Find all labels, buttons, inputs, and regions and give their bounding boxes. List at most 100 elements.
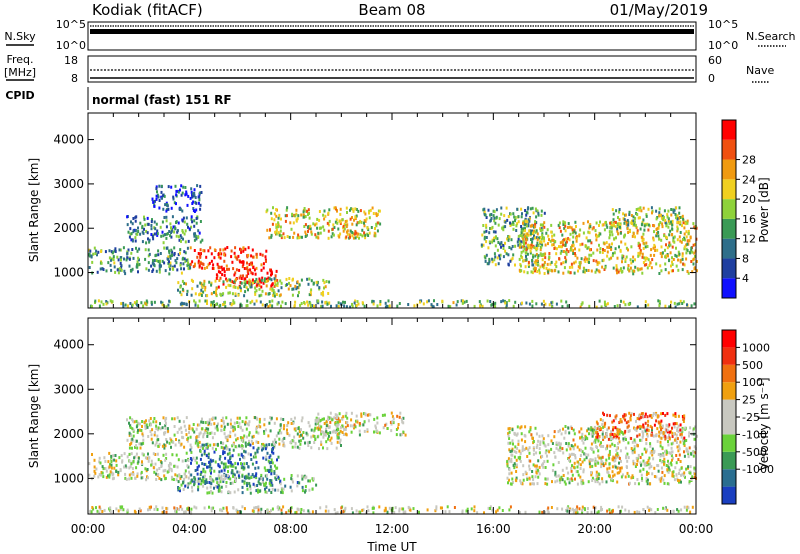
- velocity-cell: [301, 416, 304, 420]
- power-cell: [251, 299, 254, 303]
- velocity-cell: [153, 507, 156, 511]
- velocity-cell: [641, 477, 643, 480]
- velocity-cell: [639, 456, 642, 459]
- velocity-cell: [390, 411, 393, 415]
- velocity-cell: [532, 463, 535, 467]
- power-cell: [653, 230, 655, 234]
- velocity-cell: [255, 476, 258, 480]
- velocity-cell: [553, 430, 556, 434]
- power-cell: [303, 225, 306, 228]
- velocity-cell: [265, 457, 268, 461]
- velocity-cell: [662, 478, 665, 482]
- velocity-cell: [252, 455, 255, 459]
- power-cell: [565, 258, 568, 262]
- velocity-cell: [646, 428, 649, 432]
- power-cell: [531, 263, 534, 267]
- power-cell: [518, 245, 521, 249]
- power-cell: [590, 269, 593, 273]
- velocity-cell: [383, 509, 386, 513]
- power-cell: [636, 231, 639, 235]
- power-cell: [610, 221, 613, 225]
- velocity-cell: [598, 482, 601, 486]
- velocity-cell: [299, 442, 302, 446]
- velocity-cell: [483, 511, 485, 515]
- power-cell: [201, 266, 204, 270]
- velocity-cell: [333, 508, 336, 512]
- power-cell: [167, 255, 170, 259]
- velocity-cell: [590, 471, 592, 474]
- power-cell: [557, 270, 560, 274]
- power-cell: [525, 219, 527, 223]
- power-cell: [189, 266, 192, 270]
- power-cell: [206, 302, 208, 305]
- colorbar-tick-label: 16: [742, 213, 756, 226]
- power-cell: [197, 261, 200, 265]
- power-cell: [233, 251, 236, 255]
- power-cell: [569, 271, 572, 275]
- velocity-cell: [522, 478, 525, 482]
- velocity-cell: [247, 452, 250, 456]
- velocity-cell: [234, 477, 237, 481]
- power-cell: [268, 236, 271, 240]
- power-cell: [162, 207, 165, 211]
- velocity-cell: [655, 433, 658, 437]
- velocity-cell: [589, 458, 592, 462]
- velocity-cell: [400, 417, 403, 421]
- power-cell: [595, 259, 598, 263]
- velocity-cell: [286, 424, 289, 427]
- power-cell: [534, 223, 537, 226]
- velocity-cell: [158, 476, 161, 480]
- velocity-cell: [674, 412, 677, 416]
- power-cell: [551, 269, 554, 273]
- power-cell: [606, 225, 609, 229]
- velocity-cell: [580, 435, 583, 439]
- velocity-cell: [183, 424, 186, 428]
- velocity-cell: [516, 425, 519, 429]
- velocity-cell: [688, 431, 691, 435]
- velocity-cell: [596, 437, 599, 441]
- velocity-cell: [668, 437, 671, 441]
- power-cell: [543, 236, 545, 240]
- power-cell: [565, 252, 568, 256]
- power-cell: [683, 245, 686, 249]
- power-cell: [126, 215, 129, 219]
- power-cell: [619, 222, 622, 226]
- power-cell: [621, 269, 624, 273]
- velocity-cell: [266, 451, 269, 455]
- power-cell: [136, 263, 138, 267]
- velocity-cell: [229, 461, 232, 464]
- velocity-cell: [216, 442, 219, 446]
- power-cell: [323, 286, 325, 290]
- power-cell: [485, 240, 488, 244]
- velocity-cell: [664, 413, 667, 417]
- velocity-cell: [523, 448, 526, 452]
- power-cell: [521, 212, 523, 216]
- power-cell: [498, 217, 501, 221]
- power-cell: [667, 217, 670, 221]
- power-cell: [530, 238, 532, 241]
- velocity-cell: [677, 509, 680, 513]
- power-cell: [158, 206, 161, 210]
- velocity-cell: [132, 434, 135, 438]
- velocity-cell: [289, 485, 292, 489]
- power-cell: [628, 210, 631, 214]
- power-cell: [619, 224, 622, 227]
- power-cell: [357, 302, 360, 306]
- velocity-cell: [536, 443, 539, 447]
- power-cell: [659, 221, 662, 224]
- power-cell: [277, 289, 280, 293]
- power-cell: [688, 239, 691, 243]
- velocity-cell: [338, 412, 341, 416]
- power-cell: [184, 229, 187, 233]
- velocity-cell: [195, 439, 198, 443]
- velocity-cell: [164, 426, 167, 430]
- velocity-cell: [264, 468, 267, 472]
- velocity-cell: [558, 442, 561, 446]
- power-cell: [218, 251, 221, 255]
- velocity-cell: [272, 451, 275, 455]
- velocity-cell: [170, 445, 172, 449]
- power-cell: [222, 292, 225, 296]
- velocity-cell: [250, 458, 253, 461]
- power-cell: [175, 261, 178, 265]
- power-cell: [664, 304, 667, 308]
